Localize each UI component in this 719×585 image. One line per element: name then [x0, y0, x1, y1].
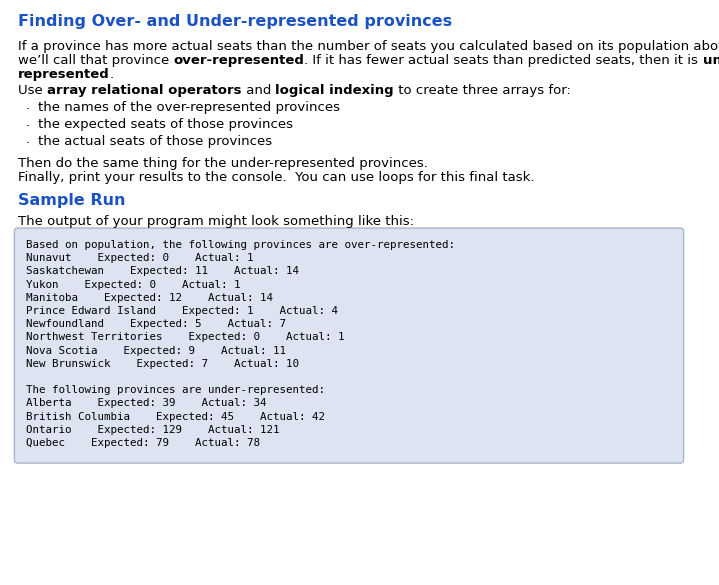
- Text: .: .: [110, 68, 114, 81]
- Text: Finding Over- and Under-represented provinces: Finding Over- and Under-represented prov…: [18, 14, 452, 29]
- Text: Finally, print your results to the console.  You can use loops for this final ta: Finally, print your results to the conso…: [18, 171, 534, 184]
- Text: Quebec    Expected: 79    Actual: 78: Quebec Expected: 79 Actual: 78: [26, 438, 260, 448]
- Text: Use: Use: [18, 84, 47, 97]
- Text: Based on population, the following provinces are over-represented:: Based on population, the following provi…: [26, 240, 455, 250]
- Text: Ontario    Expected: 129    Actual: 121: Ontario Expected: 129 Actual: 121: [26, 425, 280, 435]
- Text: Then do the same thing for the under-represented provinces.: Then do the same thing for the under-rep…: [18, 157, 428, 170]
- Text: we’ll call that province: we’ll call that province: [18, 54, 173, 67]
- Text: ·: ·: [26, 120, 30, 133]
- Text: the names of the over-represented provinces: the names of the over-represented provin…: [38, 101, 340, 114]
- Text: Nunavut    Expected: 0    Actual: 1: Nunavut Expected: 0 Actual: 1: [26, 253, 254, 263]
- Text: the actual seats of those provinces: the actual seats of those provinces: [38, 135, 272, 148]
- Text: represented: represented: [18, 68, 110, 81]
- Text: Saskatchewan    Expected: 11    Actual: 14: Saskatchewan Expected: 11 Actual: 14: [26, 266, 299, 276]
- Text: British Columbia    Expected: 45    Actual: 42: British Columbia Expected: 45 Actual: 42: [26, 412, 325, 422]
- FancyBboxPatch shape: [14, 228, 684, 463]
- Text: Prince Edward Island    Expected: 1    Actual: 4: Prince Edward Island Expected: 1 Actual:…: [26, 306, 338, 316]
- Text: logical indexing: logical indexing: [275, 84, 394, 97]
- Text: under-: under-: [702, 54, 719, 67]
- Text: Alberta    Expected: 39    Actual: 34: Alberta Expected: 39 Actual: 34: [26, 398, 267, 408]
- Text: ·: ·: [26, 137, 30, 150]
- Text: Yukon    Expected: 0    Actual: 1: Yukon Expected: 0 Actual: 1: [26, 280, 240, 290]
- Text: ·: ·: [26, 103, 30, 116]
- Text: Nova Scotia    Expected: 9    Actual: 11: Nova Scotia Expected: 9 Actual: 11: [26, 346, 286, 356]
- Text: over-represented: over-represented: [173, 54, 304, 67]
- Text: the expected seats of those provinces: the expected seats of those provinces: [38, 118, 293, 131]
- Text: The following provinces are under-represented:: The following provinces are under-repres…: [26, 385, 325, 395]
- Text: Northwest Territories    Expected: 0    Actual: 1: Northwest Territories Expected: 0 Actual…: [26, 332, 344, 342]
- Text: New Brunswick    Expected: 7    Actual: 10: New Brunswick Expected: 7 Actual: 10: [26, 359, 299, 369]
- Text: array relational operators: array relational operators: [47, 84, 242, 97]
- Text: The output of your program might look something like this:: The output of your program might look so…: [18, 215, 414, 228]
- Text: Newfoundland    Expected: 5    Actual: 7: Newfoundland Expected: 5 Actual: 7: [26, 319, 286, 329]
- Text: . If it has fewer actual seats than predicted seats, then it is: . If it has fewer actual seats than pred…: [304, 54, 702, 67]
- Text: If a province has more actual seats than the number of seats you calculated base: If a province has more actual seats than…: [18, 40, 719, 53]
- Text: Manitoba    Expected: 12    Actual: 14: Manitoba Expected: 12 Actual: 14: [26, 293, 273, 303]
- Text: Sample Run: Sample Run: [18, 193, 126, 208]
- Text: and: and: [242, 84, 275, 97]
- Text: to create three arrays for:: to create three arrays for:: [394, 84, 571, 97]
